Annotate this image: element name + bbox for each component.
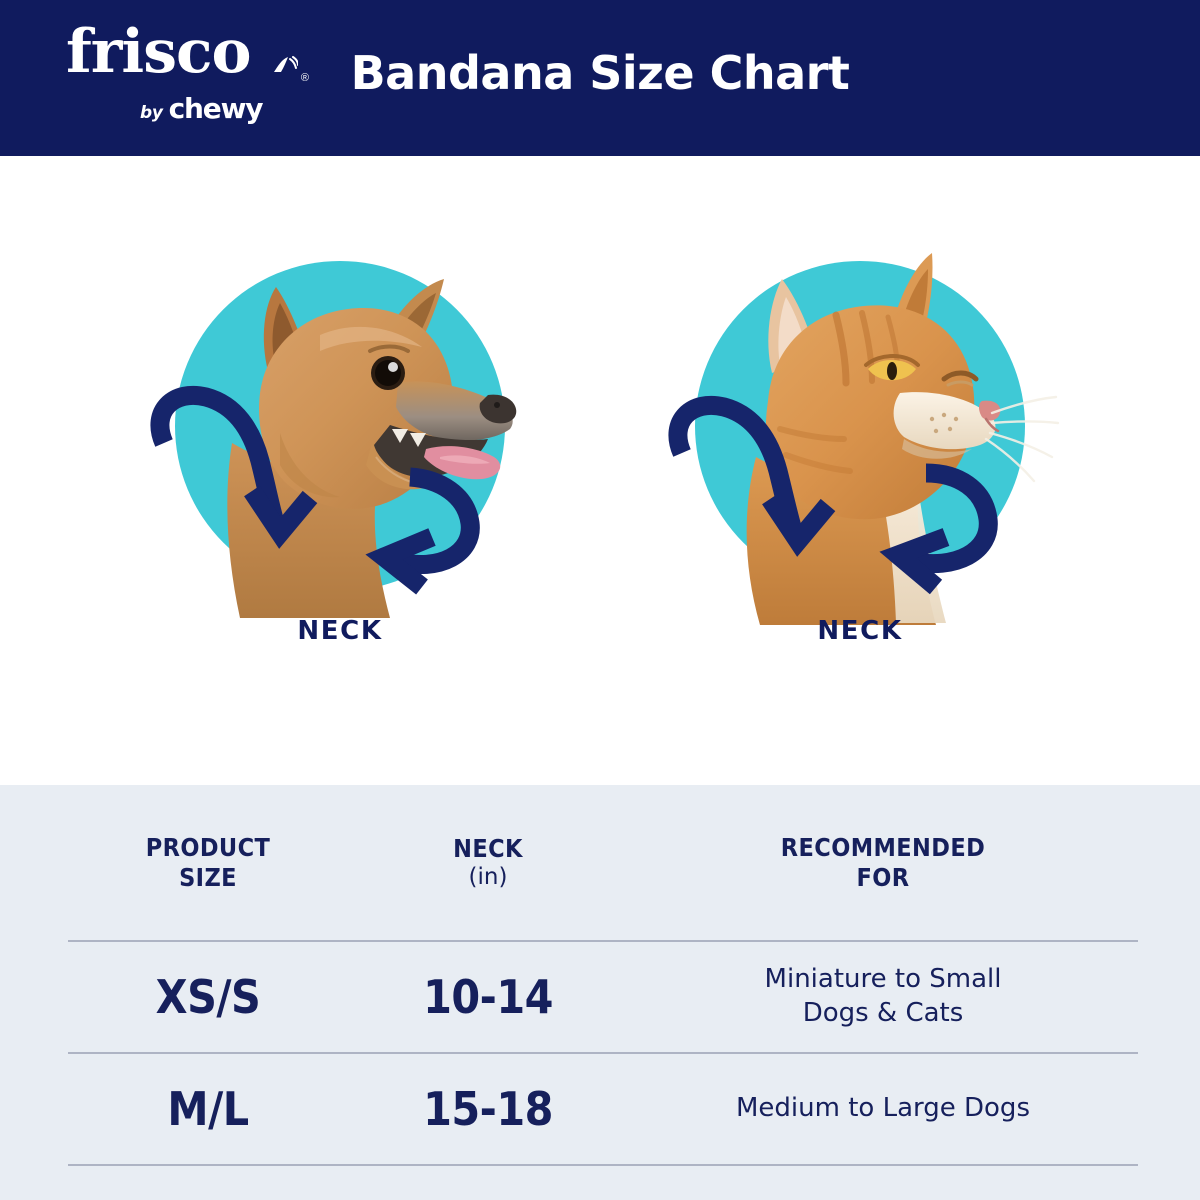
column-header-recommended-for: RECOMMENDED FOR bbox=[628, 833, 1138, 892]
header-line-1: NECK bbox=[453, 834, 523, 864]
size-table: PRODUCT SIZE NECK (in) RECOMMENDED FOR X… bbox=[68, 785, 1138, 1166]
cell-neck-measurement: 10-14 bbox=[423, 970, 553, 1024]
cell-product-size: M/L bbox=[167, 1082, 249, 1136]
logo-by-text: by bbox=[140, 103, 163, 123]
cell-recommended-for: Miniature to Small Dogs & Cats bbox=[628, 963, 1138, 1031]
dog-tail-swoosh-icon bbox=[272, 28, 299, 72]
column-header-neck: NECK (in) bbox=[348, 834, 628, 891]
cell-neck-measurement: 15-18 bbox=[423, 1082, 553, 1136]
frisco-by-chewy-logo: frisco ® by chewy bbox=[64, 22, 309, 137]
brand-name: frisco bbox=[66, 17, 252, 87]
page-title: Bandana Size Chart bbox=[350, 46, 850, 100]
recommended-line-1: Miniature to Small bbox=[764, 964, 1002, 995]
table-divider bbox=[68, 1164, 1138, 1166]
column-header-product-size: PRODUCT SIZE bbox=[68, 833, 348, 892]
table-divider bbox=[68, 1052, 1138, 1054]
header-line-1: RECOMMENDED bbox=[780, 833, 986, 862]
header-line-1: PRODUCT bbox=[145, 833, 271, 862]
cat-illustration-block: NECK bbox=[640, 253, 1080, 681]
logo-chewy-text: chewy bbox=[168, 92, 264, 125]
table-row: XS/S 10-14 Miniature to Small Dogs & Cat… bbox=[68, 942, 1138, 1052]
header-line-2: FOR bbox=[856, 862, 910, 892]
dog-head-profile-icon bbox=[227, 279, 517, 618]
page-header: frisco ® by chewy Bandana Size Chart bbox=[0, 0, 1200, 156]
cell-recommended-for: Medium to Large Dogs bbox=[628, 1092, 1138, 1126]
header-unit: (in) bbox=[468, 863, 508, 890]
logo-parent-brand: by chewy bbox=[140, 92, 264, 125]
size-table-section: PRODUCT SIZE NECK (in) RECOMMENDED FOR X… bbox=[0, 785, 1200, 1200]
header-line-2: SIZE bbox=[179, 862, 237, 892]
cat-neck-label: NECK bbox=[817, 616, 903, 646]
cell-product-size: XS/S bbox=[155, 970, 261, 1024]
registered-trademark-symbol: ® bbox=[300, 72, 309, 84]
table-divider bbox=[68, 940, 1138, 942]
cat-head-profile-icon bbox=[746, 253, 1060, 625]
recommended-line-1: Medium to Large Dogs bbox=[736, 1093, 1030, 1124]
brand-wordmark: frisco ® bbox=[64, 22, 309, 86]
recommended-line-2: Dogs & Cats bbox=[802, 998, 964, 1028]
table-row: M/L 15-18 Medium to Large Dogs bbox=[68, 1054, 1138, 1164]
dog-illustration-block: NECK bbox=[120, 261, 560, 681]
table-header-row: PRODUCT SIZE NECK (in) RECOMMENDED FOR bbox=[68, 785, 1138, 940]
illustration-section: NECK bbox=[0, 156, 1200, 785]
dog-neck-label: NECK bbox=[297, 616, 383, 646]
